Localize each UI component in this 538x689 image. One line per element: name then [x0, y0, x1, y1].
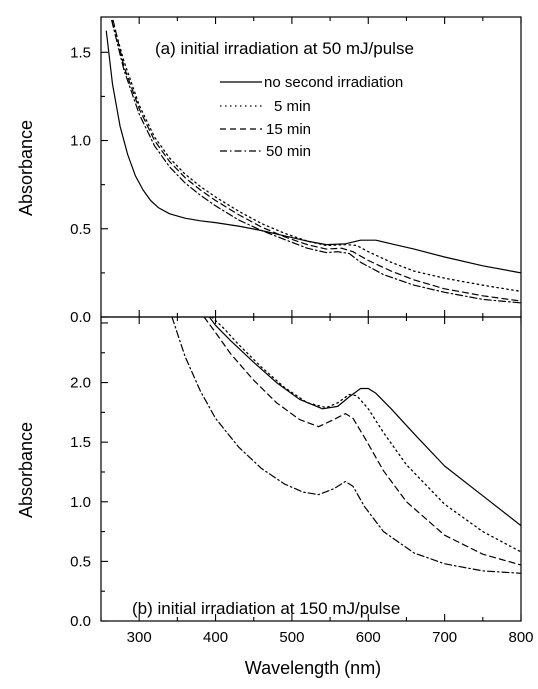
panel-b-x-tick-label: 400	[203, 629, 228, 646]
panel-b-ylabel: Absorbance	[16, 422, 36, 518]
panel-b-x-tick-label: 500	[279, 629, 304, 646]
panel-a-y-tick-label: 0.0	[70, 309, 91, 326]
panel-a-series-50-min	[111, 19, 521, 304]
legend-label-5-min: 5 min	[274, 98, 311, 115]
panel-b-y-tick-label: 1.5	[70, 434, 91, 451]
panel-b: 0.0 0.5 1.0 1.5 2.0 300 400 500 600 700 800	[70, 316, 534, 646]
panel-b-y-tick-label: 0.0	[70, 613, 91, 630]
x-axis-label: Wavelength (nm)	[245, 658, 381, 678]
panel-b-frame	[100, 316, 522, 622]
panel-a-y-tick-label: 1.0	[70, 133, 91, 150]
panel-b-series-5-min	[211, 317, 521, 553]
panel-a: 0.0 0.5 1.0 1.5	[70, 16, 522, 326]
panel-b-y-tick-label: 1.0	[70, 494, 91, 511]
panel-b-title: (b) initial irradiation at 150 mJ/pulse	[132, 599, 400, 618]
panel-a-title: (a) initial irradiation at 50 mJ/pulse	[155, 39, 414, 58]
panel-b-x-tick-label: 600	[356, 629, 381, 646]
panel-b-series-50-min	[171, 317, 521, 574]
panel-a-series-15-min	[112, 19, 521, 302]
panel-b-y-tick-label: 2.0	[70, 375, 91, 392]
panel-a-frame	[100, 16, 522, 318]
legend-label-no-second-irradiation: no second irradiation	[264, 74, 403, 91]
panel-a-series-no-second-irradiation	[105, 30, 521, 274]
legend-label-15-min: 15 min	[266, 121, 311, 138]
panel-b-x-tick-label: 300	[127, 629, 152, 646]
panel-a-y-tick-label: 0.5	[70, 221, 91, 238]
panel-a-y-tick-label: 1.5	[70, 44, 91, 61]
legend-label-50-min: 50 min	[266, 143, 311, 160]
panel-a-ylabel: Absorbance	[16, 120, 36, 216]
panel-b-y-tick-label: 0.5	[70, 553, 91, 570]
panel-b-x-tick-label: 700	[432, 629, 457, 646]
panel-b-x-tick-label: 800	[508, 629, 533, 646]
legend: no second irradiation 5 min 15 min 50 mi…	[220, 74, 403, 160]
panel-b-series-15-min	[203, 317, 521, 566]
panel-b-series-no-second-irradiation	[208, 317, 521, 527]
